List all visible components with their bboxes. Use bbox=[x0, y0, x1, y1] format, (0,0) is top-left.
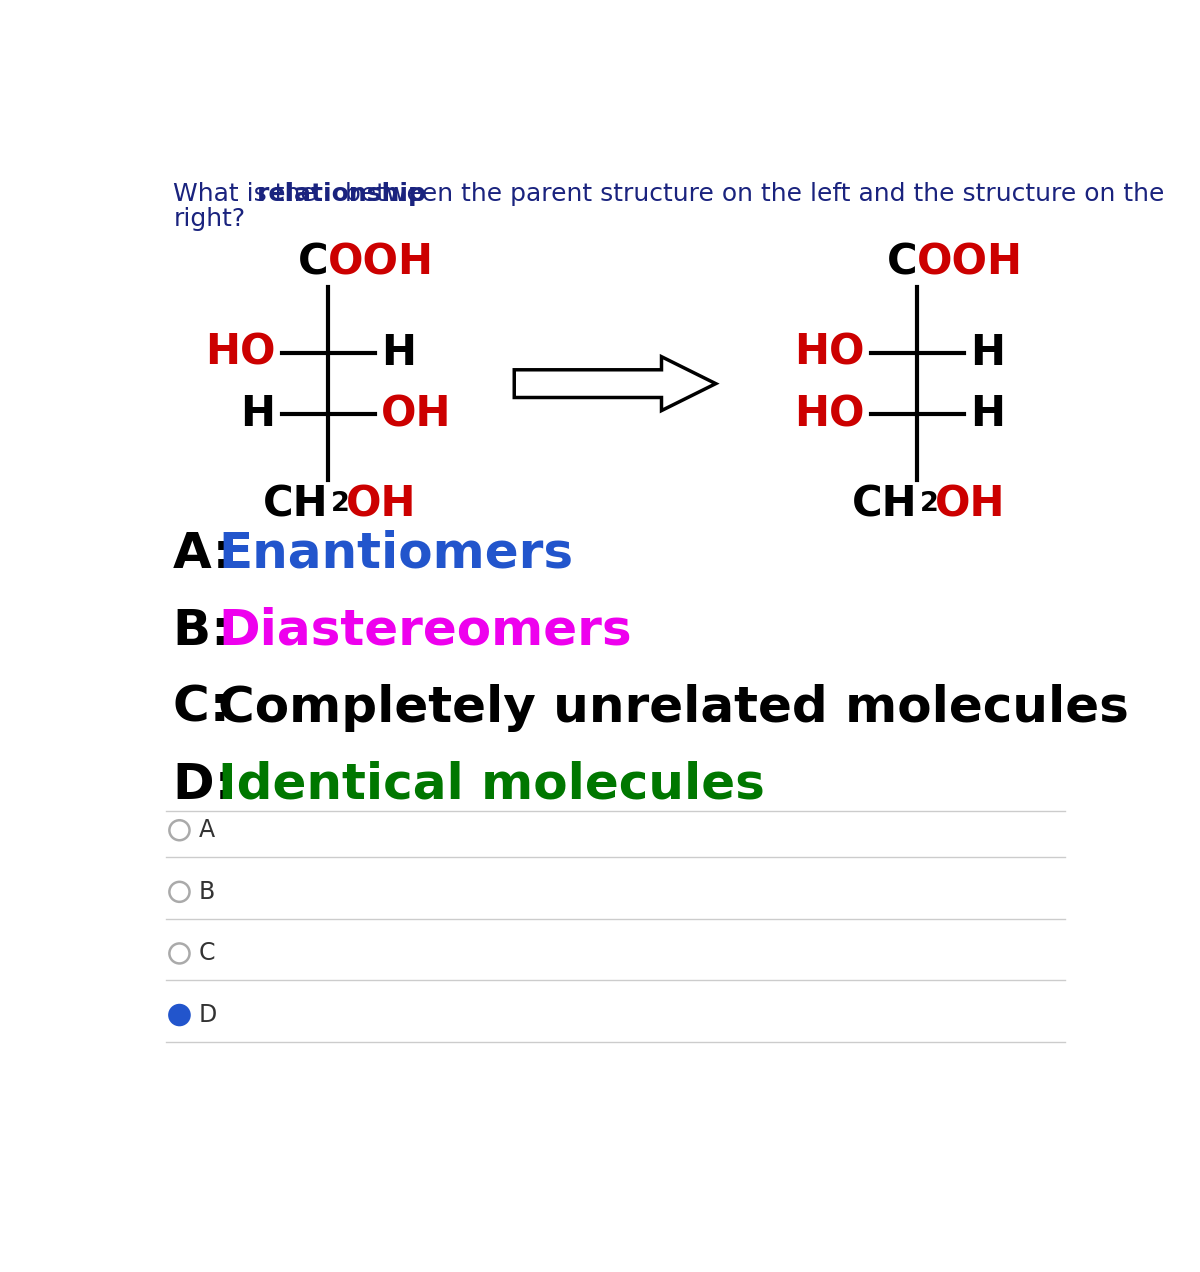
Text: CH: CH bbox=[852, 483, 917, 525]
Text: OH: OH bbox=[346, 483, 416, 525]
Text: D:: D: bbox=[173, 761, 252, 809]
Text: A: A bbox=[199, 818, 215, 842]
Text: Enantiomers: Enantiomers bbox=[218, 530, 574, 577]
Text: OOH: OOH bbox=[329, 242, 434, 284]
Text: Completely unrelated molecules: Completely unrelated molecules bbox=[218, 684, 1129, 731]
Text: What is the: What is the bbox=[173, 182, 324, 206]
Circle shape bbox=[169, 1005, 190, 1025]
Text: A:: A: bbox=[173, 530, 251, 577]
Text: relationship: relationship bbox=[257, 182, 427, 206]
Text: B:: B: bbox=[173, 607, 248, 655]
Text: B: B bbox=[199, 880, 215, 904]
Text: D: D bbox=[199, 1004, 217, 1027]
Text: H: H bbox=[970, 332, 1004, 374]
Text: C: C bbox=[199, 941, 215, 965]
Text: OOH: OOH bbox=[917, 242, 1024, 284]
Text: 2: 2 bbox=[919, 491, 938, 518]
Text: Diastereomers: Diastereomers bbox=[218, 607, 632, 655]
Text: H: H bbox=[240, 393, 276, 435]
Text: HO: HO bbox=[205, 332, 276, 374]
Text: C: C bbox=[887, 242, 917, 284]
Text: right?: right? bbox=[173, 206, 245, 230]
Text: 2: 2 bbox=[330, 491, 349, 518]
Text: H: H bbox=[380, 332, 416, 374]
Text: Identical molecules: Identical molecules bbox=[218, 761, 766, 809]
Text: H: H bbox=[970, 393, 1004, 435]
Text: HO: HO bbox=[794, 332, 864, 374]
Text: C: C bbox=[298, 242, 329, 284]
Text: CH: CH bbox=[263, 483, 329, 525]
Text: OH: OH bbox=[935, 483, 1006, 525]
Text: HO: HO bbox=[794, 393, 864, 435]
Polygon shape bbox=[515, 356, 715, 411]
Text: C:: C: bbox=[173, 684, 247, 731]
Text: OH: OH bbox=[380, 393, 451, 435]
Text: between the parent structure on the left and the structure on the: between the parent structure on the left… bbox=[337, 182, 1164, 206]
